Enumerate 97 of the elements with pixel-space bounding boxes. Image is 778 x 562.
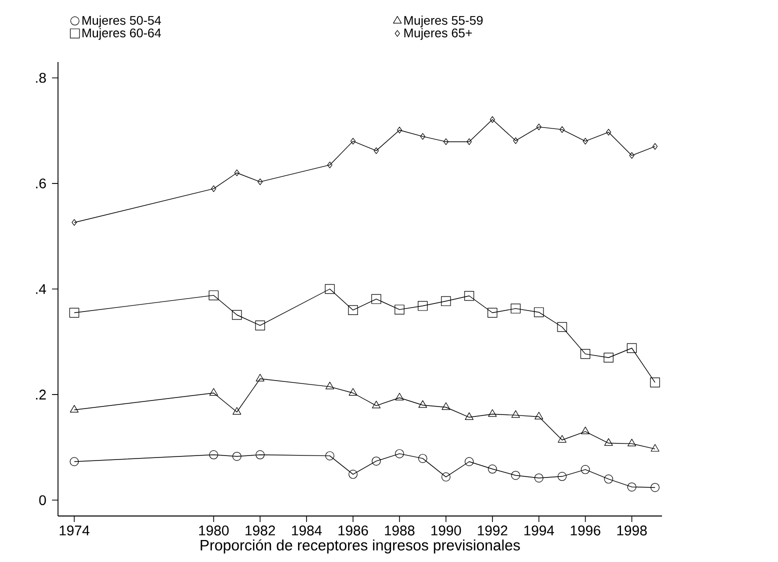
x-tick-label: 1982 (246, 526, 275, 536)
point (443, 138, 449, 146)
point (256, 450, 265, 460)
x-tick-label: 1992 (478, 526, 508, 536)
point (72, 219, 77, 226)
x-tick-label: 1988 (384, 526, 414, 536)
y-tick-label: .8 (36, 72, 46, 83)
point (534, 473, 544, 482)
point (372, 400, 381, 408)
point (441, 296, 451, 306)
point (442, 402, 450, 410)
point (255, 320, 266, 330)
point (232, 407, 242, 415)
point (604, 474, 614, 484)
point (488, 308, 498, 318)
legend-label: Mujeres 55-59 (404, 16, 483, 28)
point (604, 438, 613, 446)
point (325, 451, 334, 460)
point (396, 126, 402, 134)
x-tick-label: 1980 (199, 526, 229, 536)
x-tick-label: 1986 (338, 526, 368, 536)
point (69, 308, 80, 318)
point (395, 392, 404, 400)
point (232, 452, 242, 461)
point (374, 147, 379, 154)
point (418, 301, 428, 311)
point (372, 456, 381, 466)
point (650, 378, 660, 388)
point (418, 454, 428, 463)
point (327, 162, 332, 168)
point (627, 482, 636, 492)
y-tick-label: .2 (36, 390, 46, 400)
point (606, 128, 612, 136)
point (511, 410, 520, 418)
point (628, 438, 636, 446)
point (580, 349, 590, 359)
legend-label: Mujeres 65+ (404, 28, 472, 40)
point (650, 444, 660, 452)
x-tick-label: 1984 (292, 526, 322, 536)
point (348, 305, 358, 316)
point (534, 412, 544, 420)
point (211, 185, 216, 192)
point (488, 409, 497, 417)
x-tick-label: 1990 (431, 526, 461, 536)
point (534, 307, 544, 318)
point (326, 382, 334, 390)
point (560, 126, 565, 133)
point (582, 138, 588, 144)
point (394, 304, 404, 314)
point (371, 294, 382, 304)
x-tick-label: 1994 (524, 526, 554, 536)
point (348, 470, 358, 479)
y-tick-label: .4 (36, 284, 46, 294)
point (256, 374, 264, 382)
point (348, 388, 358, 396)
point (232, 310, 242, 320)
point (558, 435, 566, 443)
point (604, 352, 614, 363)
point (324, 284, 335, 294)
point (209, 388, 218, 396)
point (510, 304, 521, 314)
point (70, 404, 79, 412)
y-tick-label: .6 (36, 178, 46, 188)
point (490, 116, 495, 123)
x-axis-title: Proporción de receptores ingresos previsionales (200, 539, 520, 554)
x-tick-label: 1974 (60, 526, 90, 536)
point (558, 472, 567, 481)
point (234, 170, 240, 176)
point (208, 290, 219, 300)
x-tick-label: 1998 (617, 526, 647, 536)
point (513, 137, 518, 144)
point (580, 465, 590, 474)
point (441, 472, 450, 482)
point (464, 457, 474, 466)
point (350, 138, 356, 144)
point (626, 343, 637, 354)
point (418, 400, 428, 408)
point (258, 178, 263, 186)
point (581, 426, 590, 434)
legend-label: Mujeres 60-64 (82, 28, 161, 40)
point (464, 290, 474, 301)
point (652, 143, 658, 150)
point (464, 412, 474, 420)
point (488, 464, 497, 474)
y-tick-label: 0 (39, 495, 46, 506)
point (209, 450, 218, 460)
x-tick-label: 1996 (570, 526, 600, 536)
point (557, 322, 568, 332)
point (650, 482, 660, 492)
point (70, 457, 79, 466)
point (395, 449, 404, 458)
point (629, 152, 634, 159)
legend-label: Mujeres 50-54 (82, 16, 161, 28)
point (466, 138, 472, 146)
point (420, 133, 426, 140)
point (511, 470, 520, 480)
point (536, 124, 542, 130)
